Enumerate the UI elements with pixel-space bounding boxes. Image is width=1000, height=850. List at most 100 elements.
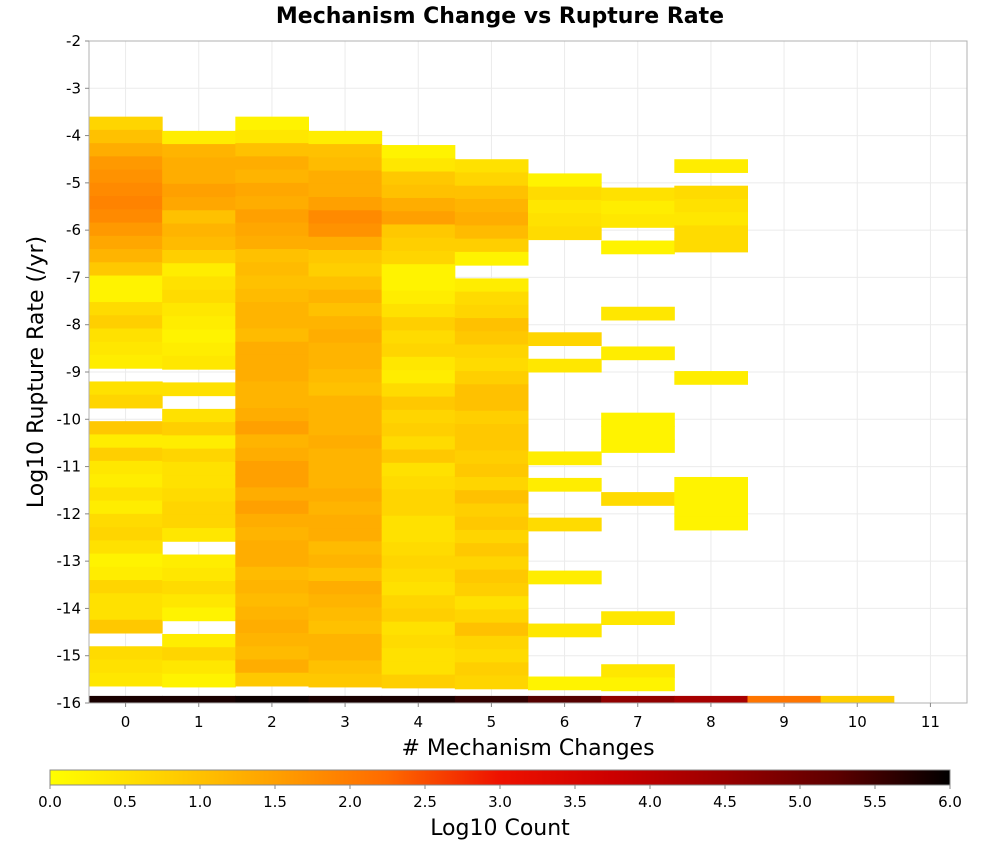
x-tick-label: 9 <box>779 713 789 731</box>
heatmap-cell <box>308 660 383 675</box>
heatmap-cell <box>381 290 456 305</box>
heatmap-cell <box>235 209 309 224</box>
heatmap-cell <box>381 317 456 331</box>
heatmap-cell <box>381 145 456 159</box>
heatmap-cell <box>454 609 529 624</box>
heatmap-cell <box>162 422 236 436</box>
heatmap-cell <box>162 263 236 277</box>
heatmap-cell <box>454 172 529 187</box>
heatmap-cell <box>601 187 675 202</box>
heatmap-cell <box>162 250 236 264</box>
heatmap-cell <box>601 412 675 427</box>
heatmap-cell <box>308 594 383 608</box>
heatmap-cell <box>528 186 602 201</box>
heatmap-cell <box>308 541 383 556</box>
heatmap-cell <box>162 673 236 688</box>
heatmap-cell <box>454 304 529 319</box>
heatmap-cell <box>381 383 456 398</box>
heatmap-cell <box>381 595 456 609</box>
heatmap-cell <box>235 447 309 462</box>
heatmap-cell <box>235 354 309 369</box>
colorbar <box>49 769 951 786</box>
heatmap-cell <box>162 594 236 608</box>
heatmap-cell <box>308 342 383 357</box>
heatmap-cell <box>162 170 236 185</box>
heatmap-cell <box>89 487 163 502</box>
heatmap-cell <box>89 659 163 674</box>
y-tick-label: -10 <box>57 410 82 428</box>
heatmap-cell <box>89 566 163 581</box>
heatmap-cell <box>747 695 822 703</box>
heatmap-cell <box>454 529 529 544</box>
heatmap-cell <box>89 288 163 303</box>
heatmap-cell <box>674 159 748 173</box>
heatmap-cell <box>162 475 236 489</box>
heatmap-cell <box>162 695 236 703</box>
heatmap-cell <box>528 358 602 373</box>
y-axis-ticks: -2 -3 -4 -5 -6 -7 -8 -9 -10 -11 -12 -13 -14 -15 -16 <box>57 32 89 712</box>
heatmap-cell <box>235 672 309 687</box>
heatmap-cell <box>528 623 602 638</box>
heatmap-cell <box>601 200 675 215</box>
heatmap-cell <box>454 662 529 677</box>
heatmap-cell <box>454 695 529 703</box>
heatmap-cell <box>235 302 309 316</box>
y-axis-label: Log10 Rupture Rate (/yr) <box>24 236 49 508</box>
heatmap-cell <box>235 606 309 621</box>
heatmap-cell <box>601 677 675 692</box>
heatmap-cell <box>308 647 383 661</box>
heatmap-cell <box>89 381 163 396</box>
heatmap-cell <box>674 476 748 491</box>
heatmap-cell <box>89 434 163 449</box>
y-tick-label: -14 <box>57 599 82 617</box>
heatmap-cell <box>381 568 456 583</box>
colorbar-tick-label: 1.0 <box>188 793 212 811</box>
y-tick-label: -16 <box>57 694 82 712</box>
heatmap-cell <box>89 249 163 263</box>
colorbar-tick-label: 3.5 <box>563 793 587 811</box>
heatmap-cell <box>235 500 309 515</box>
heatmap-cell <box>235 288 309 303</box>
heatmap-cell <box>162 276 236 291</box>
heatmap-cell <box>89 580 163 594</box>
colorbar-tick-label: 0.0 <box>38 793 62 811</box>
heatmap-cell <box>89 262 163 277</box>
heatmap-cell <box>235 527 309 541</box>
heatmap-cell <box>235 182 309 197</box>
heatmap-cell <box>162 289 236 304</box>
heatmap-cell <box>235 368 309 382</box>
heatmap-cell <box>308 210 383 225</box>
heatmap-cell <box>162 236 236 251</box>
heatmap-cell <box>308 581 383 595</box>
heatmap-cell <box>381 462 456 477</box>
heatmap-cell <box>162 488 236 503</box>
x-tick-label: 10 <box>848 713 867 731</box>
heatmap-cell <box>528 517 602 532</box>
heatmap-cell <box>381 237 456 252</box>
heatmap-cell <box>674 212 748 226</box>
heatmap-cell <box>162 607 236 622</box>
chart-title: Mechanism Change vs Rupture Rate <box>276 4 724 29</box>
heatmap-cell <box>235 275 309 290</box>
colorbar-tick-label: 0.5 <box>113 793 137 811</box>
heatmap-cell <box>308 263 383 277</box>
heatmap-cell <box>235 540 309 555</box>
heatmap-cell <box>308 250 383 264</box>
x-tick-label: 1 <box>194 713 204 731</box>
heatmap-cell <box>528 226 602 241</box>
heatmap-cell <box>235 460 309 475</box>
heatmap-cell <box>381 476 456 490</box>
colorbar-tick-label: 6.0 <box>938 793 962 811</box>
heatmap-cell <box>454 635 529 650</box>
heatmap-cell <box>162 501 236 516</box>
heatmap-cell <box>454 278 529 293</box>
heatmap-cell <box>162 647 236 661</box>
heatmap-cell <box>674 225 748 240</box>
x-tick-label: 3 <box>340 713 350 731</box>
heatmap-cell <box>308 382 383 397</box>
heatmap-cell <box>381 423 456 437</box>
heatmap-cell <box>308 144 383 158</box>
heatmap-cell <box>601 346 675 361</box>
heatmap-cell <box>528 213 602 227</box>
